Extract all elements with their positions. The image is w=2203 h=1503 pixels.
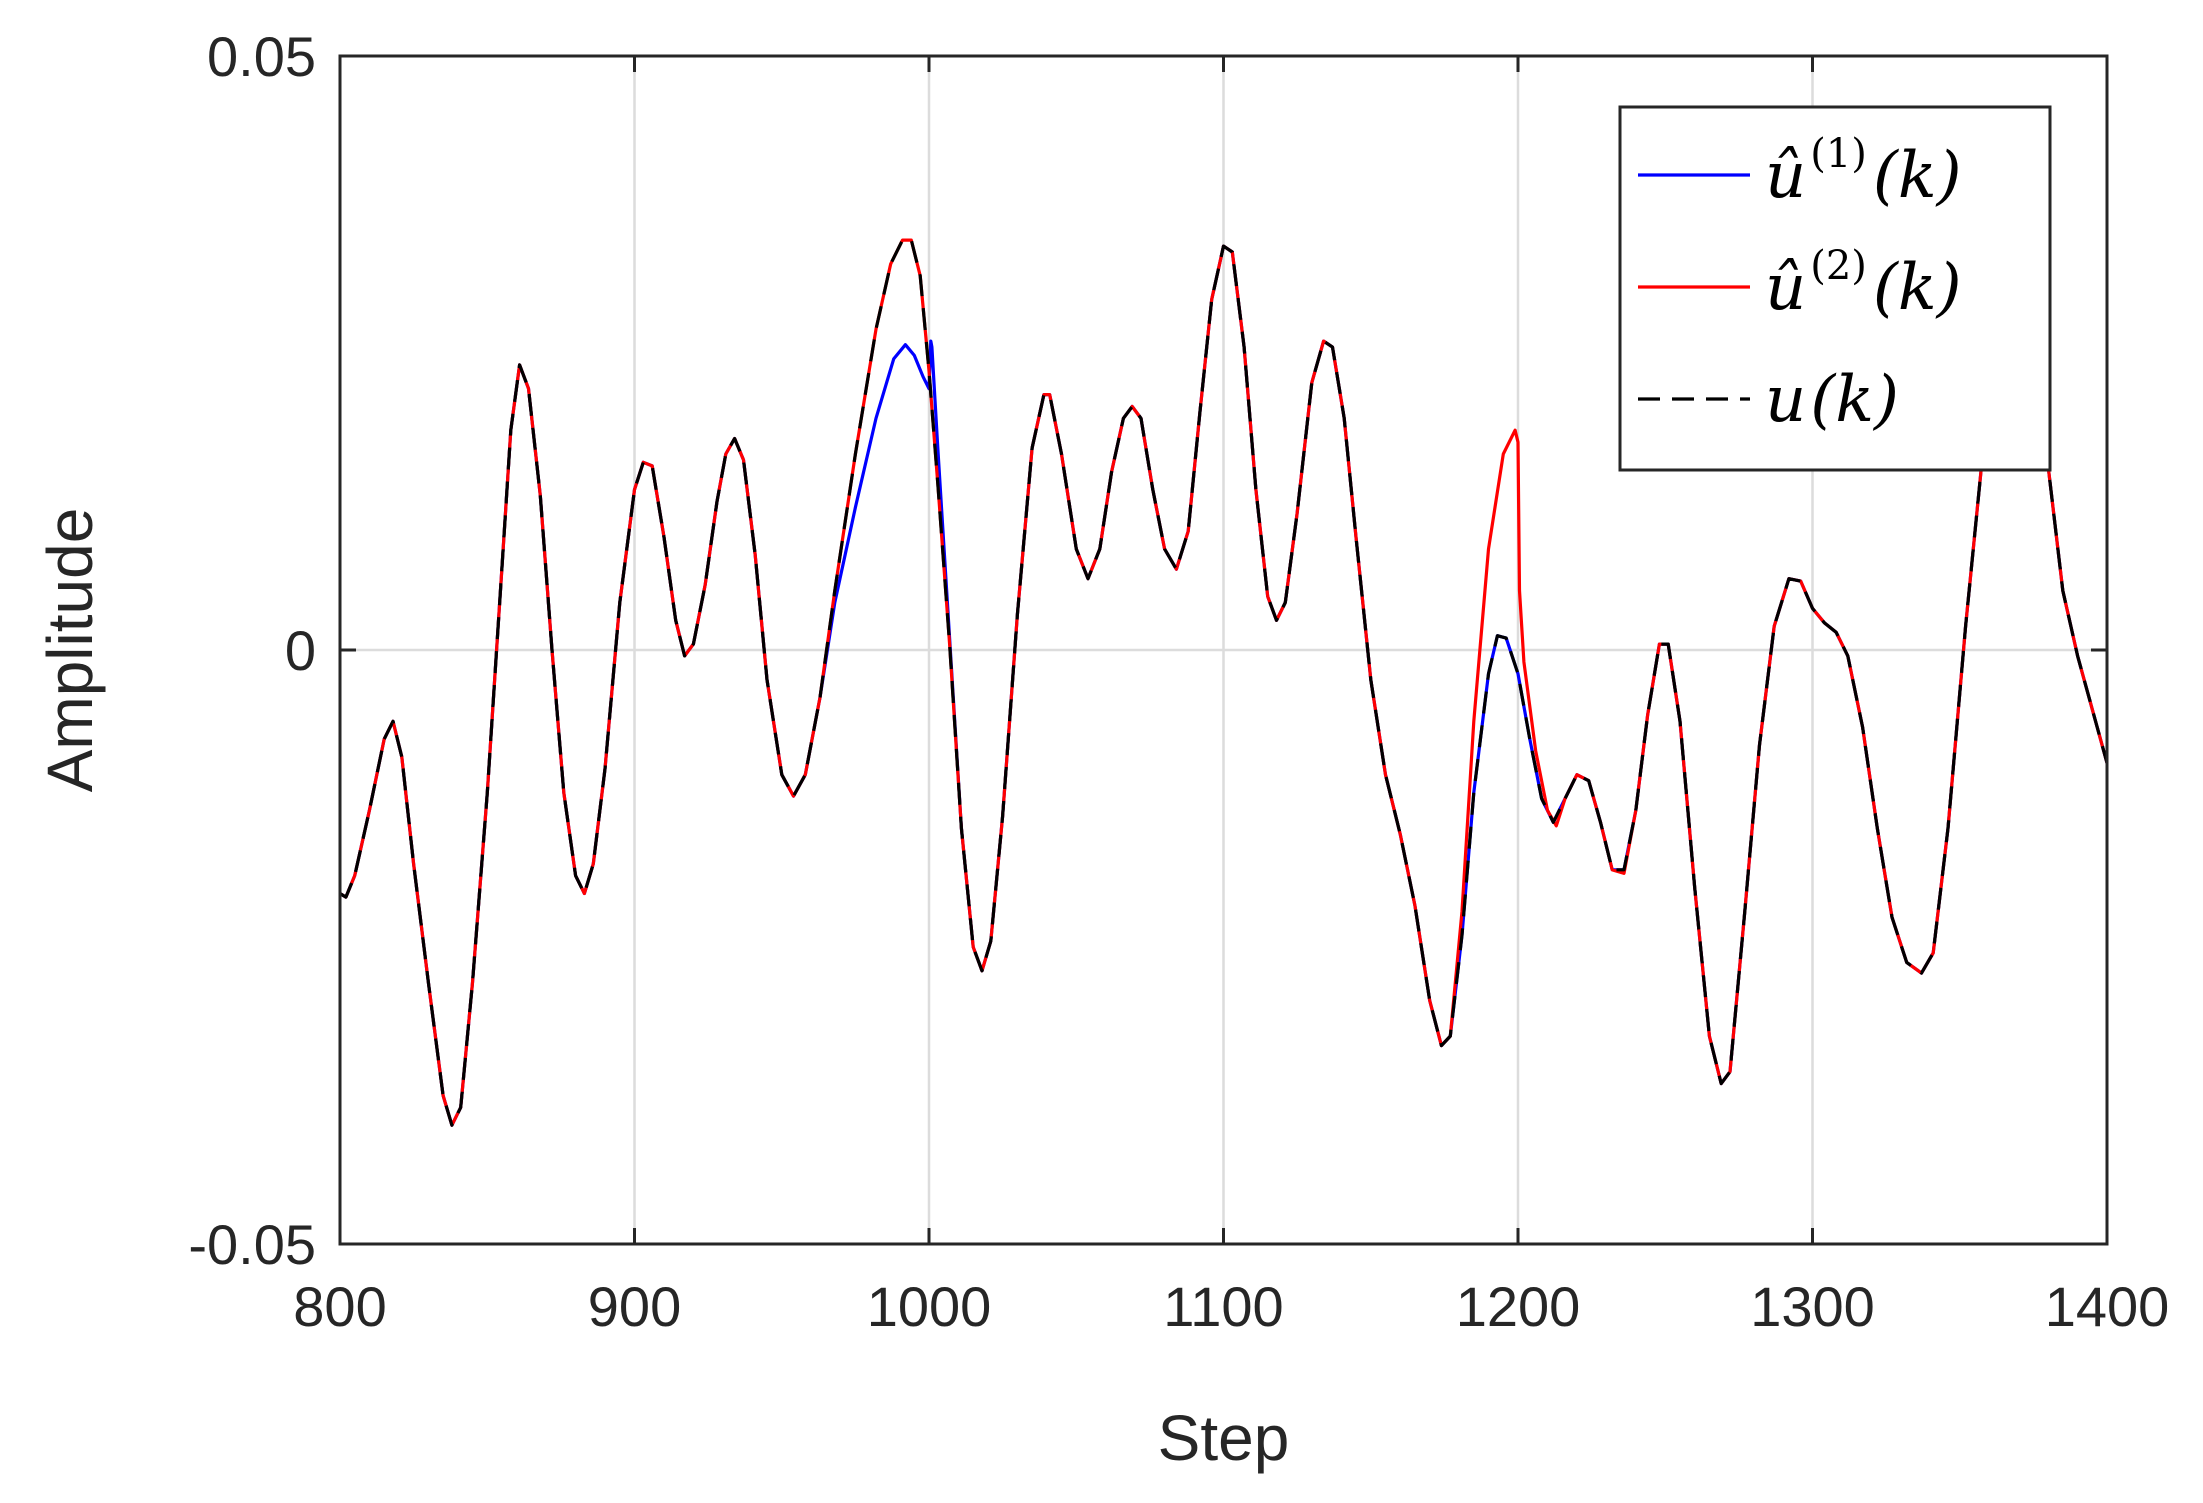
x-tick-label: 1000 [867,1275,992,1338]
legend-superscript: (2) [1810,243,1867,289]
x-axis-title: Step [1158,1402,1290,1474]
legend: û (1)(k)û (2)(k)u(k) [1618,105,2052,472]
legend-symbol: u [1765,363,1806,437]
legend-label: û (1)(k) [1765,131,1962,213]
x-tick-label: 1200 [1456,1275,1581,1338]
series-u-line [340,238,2107,1127]
legend-argument: (k) [1873,139,1962,213]
y-tick-label: 0.05 [207,25,316,88]
x-tick-label: 1300 [1750,1275,1875,1338]
x-tick-label: 1100 [1163,1275,1283,1338]
y-tick-label: 0 [285,619,316,682]
legend-label: û (2)(k) [1765,243,1962,325]
x-tick-label: 800 [293,1275,386,1338]
axis-ticks: 800 900 1000 1100 1200 1300 1400 -0.05 0 0.05 [188,25,2169,1338]
legend-label: u(k) [1765,363,1899,437]
x-tick-label: 1400 [2045,1275,2170,1338]
x-tick-label: 900 [588,1275,681,1338]
y-tick-label: -0.05 [188,1213,316,1276]
legend-argument: (k) [1873,251,1962,325]
plot-area [340,238,2107,1127]
legend-symbol: û [1765,139,1806,213]
y-axis-title: Amplitude [34,508,106,793]
legend-superscript: (1) [1810,131,1867,177]
legend-symbol: û [1765,251,1806,325]
legend-argument: (k) [1810,363,1899,437]
